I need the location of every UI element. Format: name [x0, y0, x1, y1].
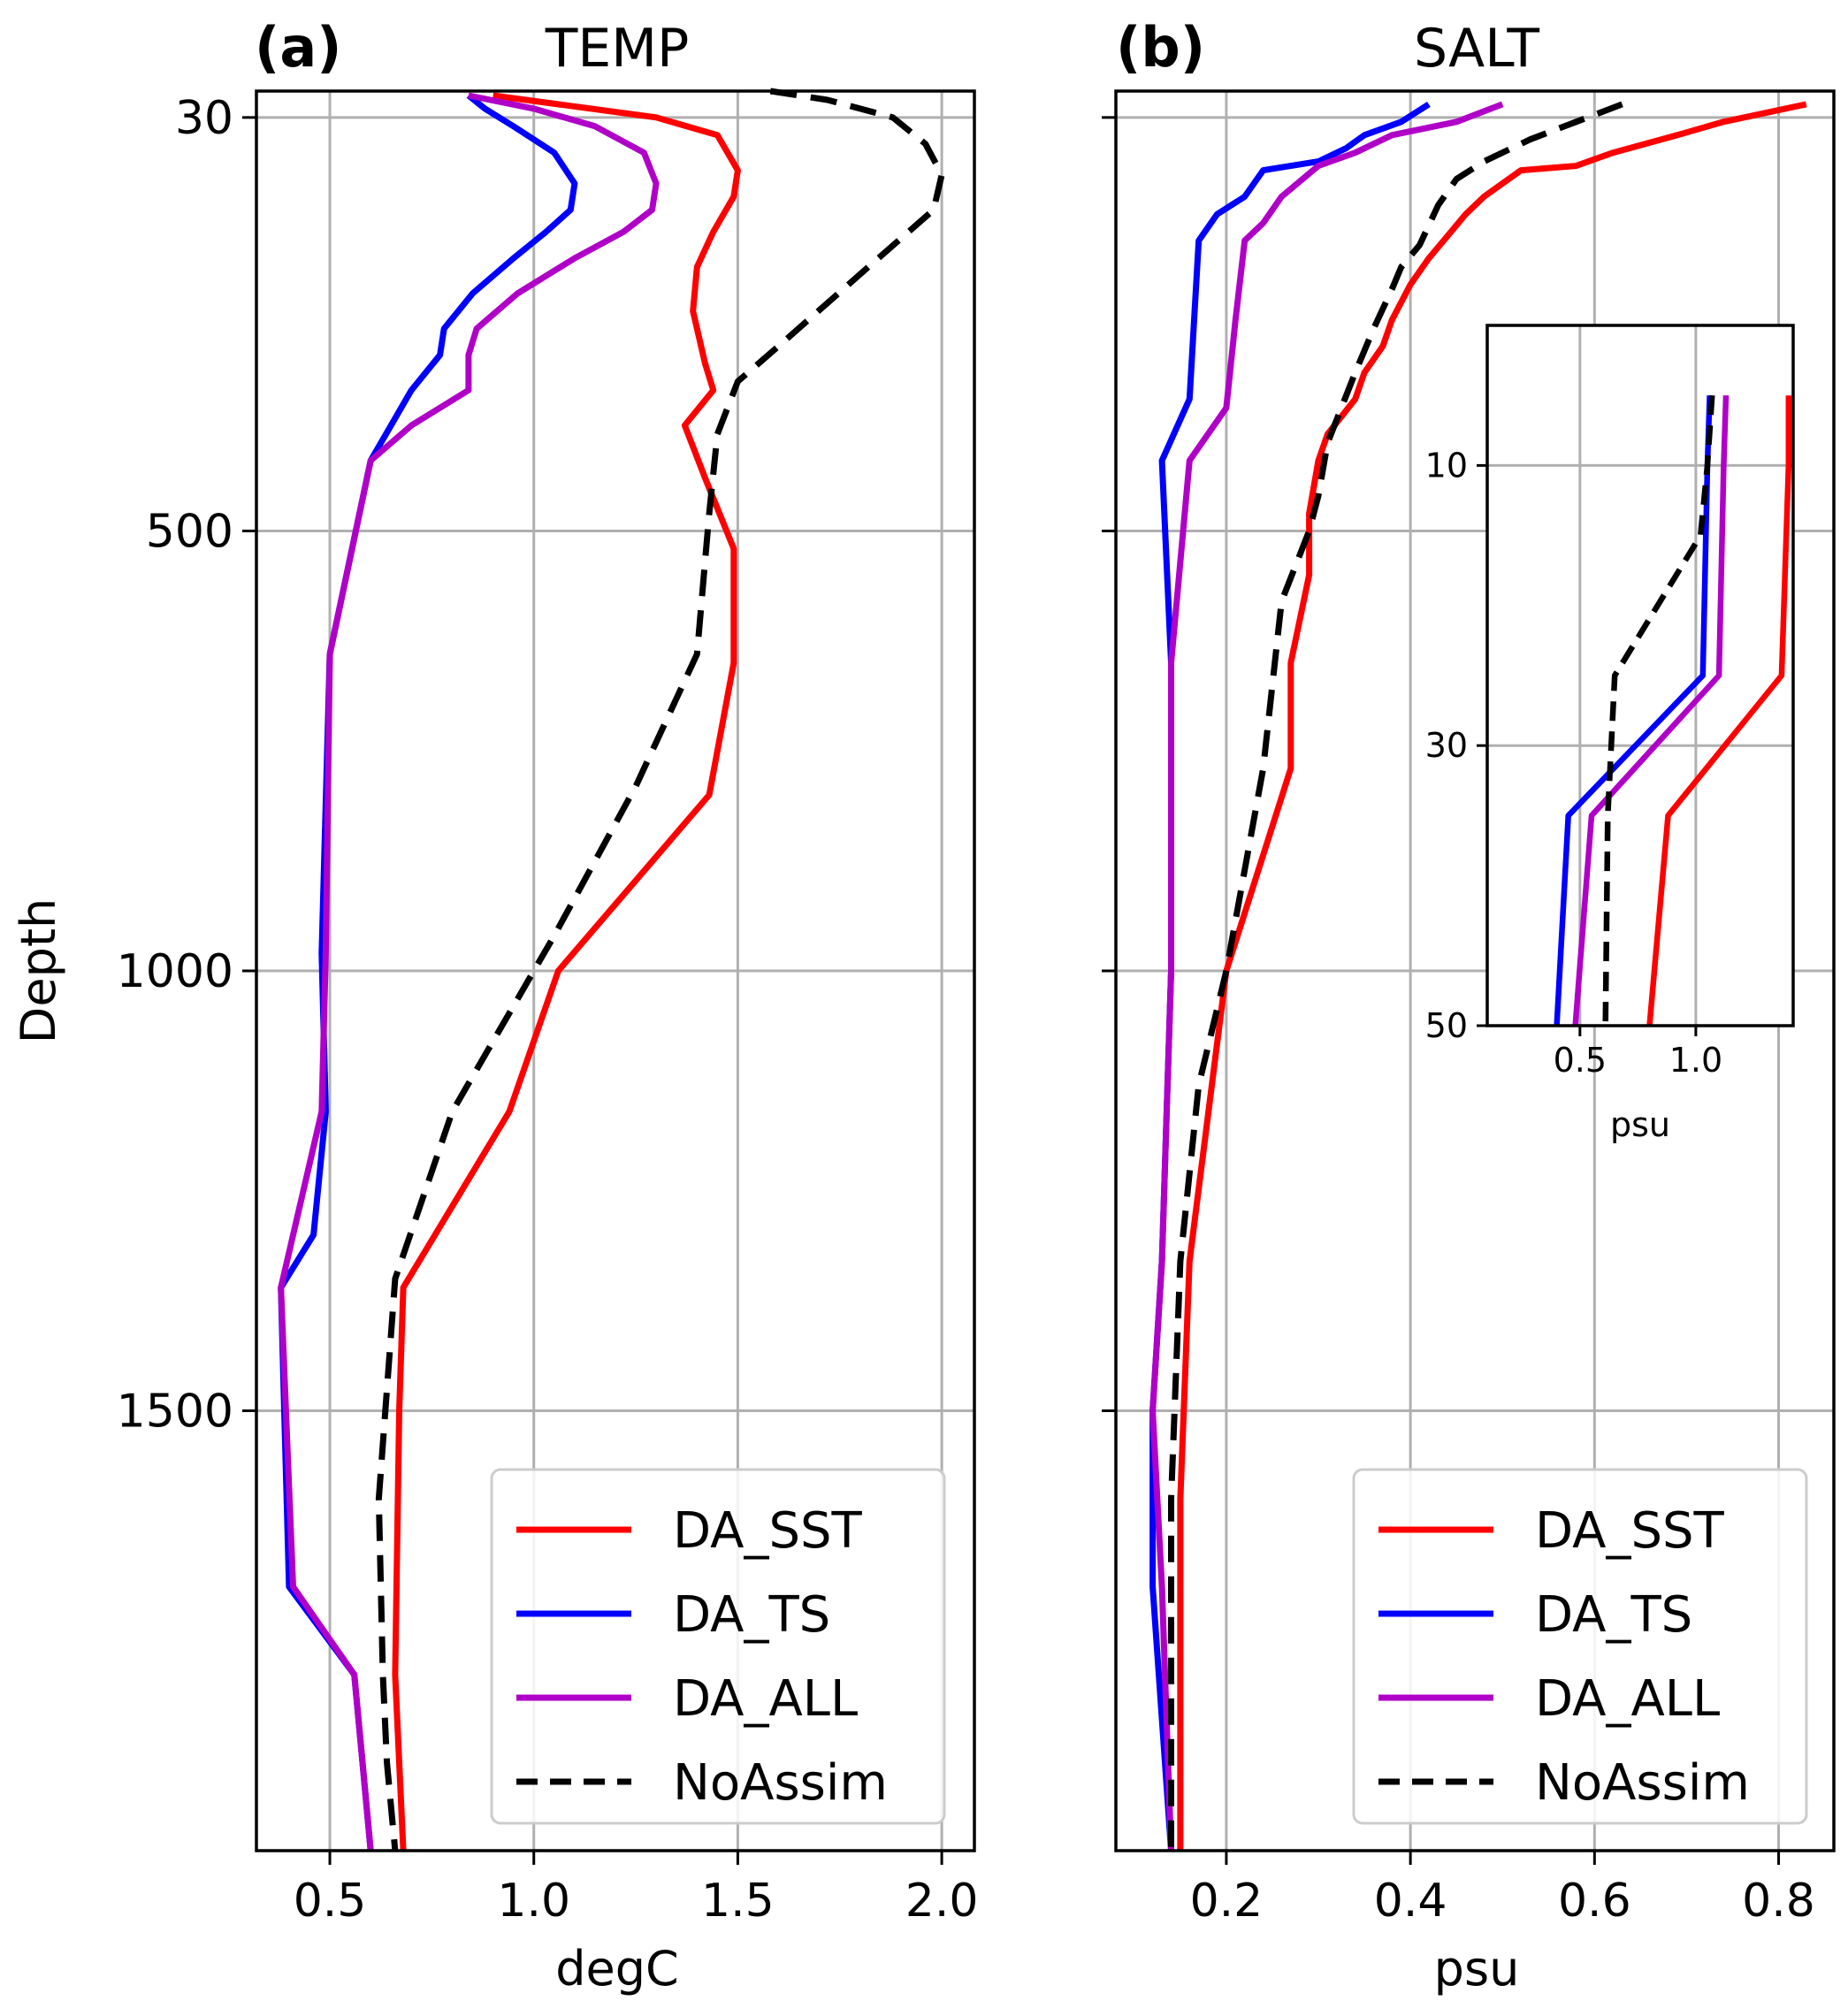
salt-title: SALT	[1414, 18, 1539, 80]
panel-temp: 0.5 1.0 1.5 2.0 30 500 1000 1500 DA_SST DA_TS DA_…	[11, 15, 978, 1997]
inset-background	[1487, 325, 1793, 1026]
temp-ytick-label: 1000	[117, 945, 233, 998]
salt-series-da-sst	[1177, 101, 1807, 1851]
inset-axes-frame	[1485, 324, 1795, 1027]
inset-series-noassim	[1602, 394, 1715, 1027]
temp-xtick-label: 1.5	[701, 1875, 775, 1928]
salt-legend-label-da-sst: DA_SST	[1535, 1502, 1725, 1560]
salt-legend-label-da-ts: DA_TS	[1535, 1586, 1692, 1644]
salt-xtick-label: 0.4	[1374, 1875, 1447, 1928]
salt-xtick-label: 0.6	[1558, 1875, 1631, 1928]
inset-series-da-all	[1572, 395, 1730, 1027]
salt-legend-label-noassim: NoAssim	[1535, 1754, 1750, 1812]
inset-xtick-label: 0.5	[1554, 1041, 1607, 1080]
panel-salt: 0.2 0.4 0.6 0.8 DA_SST DA_TS DA_ALL NoAssim (b…	[1102, 15, 1836, 1997]
temp-ytick-label: 500	[146, 506, 233, 559]
temp-axes-frame	[255, 89, 976, 1852]
temp-ytick-label: 30	[175, 92, 233, 145]
inset-ytick-label: 30	[1425, 726, 1468, 765]
temp-xtick-label: 0.5	[294, 1875, 367, 1928]
salt-xtick-label: 0.2	[1190, 1875, 1264, 1928]
temp-legend-label-da-sst: DA_SST	[673, 1502, 863, 1560]
temp-xtick-label: 2.0	[905, 1875, 979, 1928]
salt-axes-frame	[1114, 89, 1836, 1852]
inset-xtick-label: 1.0	[1669, 1041, 1722, 1080]
temp-ytick-label: 1500	[117, 1386, 233, 1439]
temp-legend-label-noassim: NoAssim	[673, 1754, 888, 1812]
salt-series-da-all	[1149, 101, 1504, 1852]
temp-series-da-all	[278, 92, 660, 1852]
panel-label-a: (a)	[255, 15, 342, 80]
temp-xlabel: degC	[555, 1941, 678, 1997]
salt-series-noassim	[1168, 101, 1623, 1851]
temp-legend-box	[490, 1468, 946, 1825]
temp-legend-label-da-ts: DA_TS	[673, 1586, 830, 1644]
panel-label-b: (b)	[1116, 15, 1205, 80]
temp-legend-label-da-all: DA_ALL	[673, 1670, 858, 1728]
temp-series-da-sst	[392, 92, 741, 1852]
inset-ytick-label: 10	[1425, 446, 1468, 485]
inset-series-da-sst	[1646, 395, 1792, 1027]
inset-ytick-label: 50	[1425, 1006, 1468, 1045]
temp-title: TEMP	[545, 18, 690, 80]
salt-xtick-label: 0.8	[1742, 1875, 1815, 1928]
salt-inset: 0.5 1.0 10 30 50 psu	[1425, 324, 1795, 1144]
temp-xtick-label: 1.0	[497, 1875, 570, 1928]
depth-ylabel: Depth	[11, 898, 66, 1043]
inset-xlabel: psu	[1610, 1105, 1670, 1144]
salt-xlabel: psu	[1434, 1941, 1520, 1997]
temp-series-noassim	[375, 88, 945, 1852]
salt-legend-label-da-all: DA_ALL	[1535, 1670, 1720, 1728]
salt-legend-box	[1352, 1468, 1808, 1825]
